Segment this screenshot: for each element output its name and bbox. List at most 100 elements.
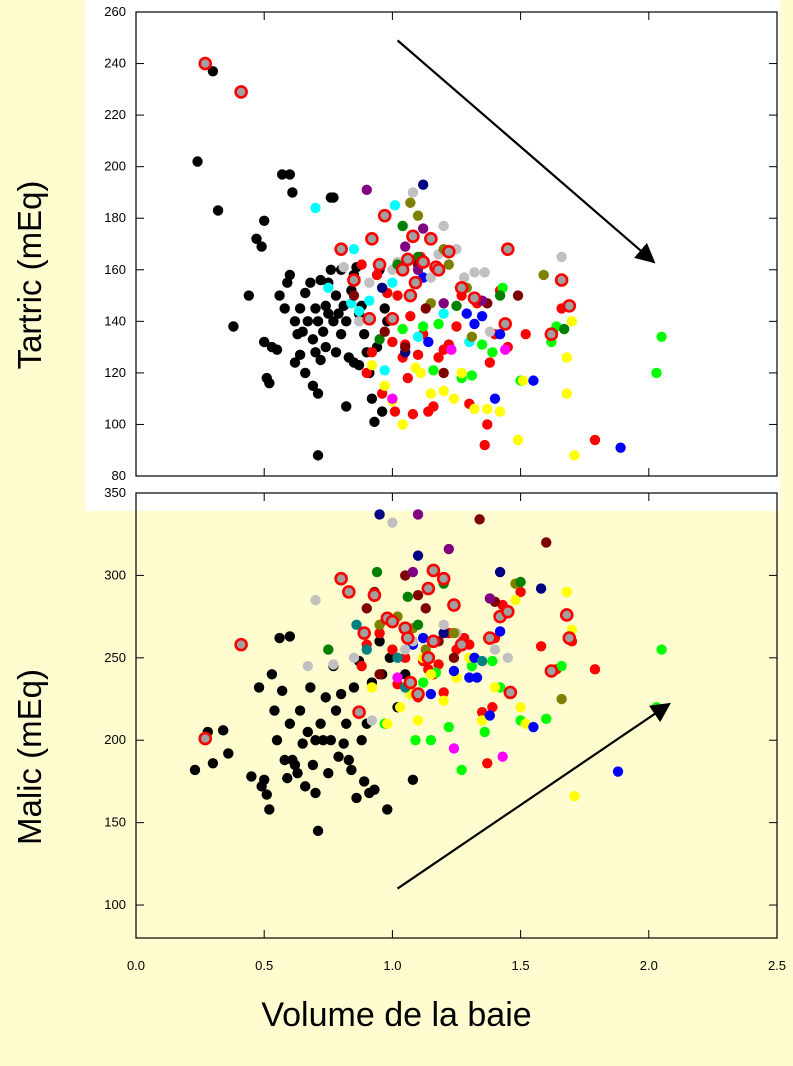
data-point — [356, 660, 367, 672]
data-point — [198, 56, 213, 71]
data-point — [282, 772, 293, 784]
data-point — [397, 220, 408, 232]
data-point — [410, 735, 421, 746]
data-point — [433, 352, 444, 363]
data-point — [212, 205, 224, 216]
data-point — [374, 669, 385, 680]
data-point — [271, 344, 283, 355]
data-point — [217, 725, 229, 736]
data-point — [259, 215, 270, 226]
data-point — [436, 571, 451, 586]
trend-arrow — [396, 702, 671, 890]
data-point — [476, 715, 488, 726]
y-tick-label: 260 — [104, 4, 126, 19]
data-point — [476, 339, 488, 350]
data-point — [494, 329, 506, 340]
data-point — [357, 626, 371, 640]
data-point — [403, 288, 418, 303]
data-point — [310, 347, 321, 358]
data-point — [412, 619, 424, 631]
data-point — [377, 208, 392, 223]
y-tick-label: 100 — [104, 416, 126, 431]
data-point — [256, 241, 267, 252]
data-point — [438, 695, 449, 706]
data-point — [294, 705, 306, 716]
data-point — [207, 758, 219, 769]
data-point — [561, 586, 572, 598]
data-point — [269, 705, 280, 716]
data-point — [448, 743, 460, 754]
data-point — [500, 242, 515, 256]
data-point — [487, 702, 498, 713]
data-point — [423, 336, 434, 348]
data-point — [517, 375, 529, 386]
data-point — [442, 244, 456, 259]
data-point — [562, 631, 577, 645]
data-point — [494, 406, 506, 417]
data-point — [479, 726, 490, 738]
x-tick-label: 2.0 — [640, 958, 658, 973]
data-point — [251, 233, 262, 245]
data-point — [366, 347, 378, 358]
data-point — [358, 329, 370, 340]
data-point — [403, 675, 418, 690]
data-point — [417, 632, 429, 644]
data-point — [612, 766, 624, 777]
data-point — [400, 341, 411, 353]
data-point — [510, 594, 521, 606]
data-point — [428, 365, 439, 376]
data-point — [338, 262, 349, 273]
x-tick-label: 0.5 — [255, 958, 273, 973]
data-point — [261, 789, 272, 800]
data-point — [279, 303, 290, 314]
data-point — [284, 718, 296, 729]
data-point — [438, 385, 449, 397]
data-point — [406, 229, 420, 244]
data-point — [589, 434, 601, 446]
data-point — [569, 450, 580, 461]
data-point — [366, 715, 378, 726]
data-point — [342, 585, 356, 599]
data-point — [400, 652, 411, 664]
data-point — [447, 598, 461, 612]
data-point — [484, 593, 496, 604]
data-point — [323, 308, 334, 319]
data-point — [325, 735, 337, 746]
data-point — [479, 439, 490, 451]
data-point — [464, 672, 475, 683]
data-point — [438, 298, 449, 309]
data-point — [364, 277, 375, 288]
data-point — [556, 660, 567, 672]
data-point — [498, 317, 513, 331]
data-point — [348, 243, 360, 255]
data-point — [561, 352, 572, 363]
data-point — [382, 718, 393, 729]
data-point — [330, 347, 342, 358]
data-point — [351, 792, 362, 804]
data-point — [469, 267, 480, 278]
data-point — [408, 275, 423, 290]
data-point — [362, 311, 377, 326]
data-point — [289, 357, 301, 368]
data-point — [407, 774, 419, 785]
data-point — [500, 344, 511, 355]
data-point — [328, 659, 339, 670]
data-point — [312, 450, 324, 461]
bottom-y-axis-label: Malic (mEq) — [11, 669, 48, 846]
data-point — [438, 687, 449, 698]
data-point — [351, 619, 362, 631]
data-point — [259, 336, 270, 348]
data-point — [446, 344, 457, 355]
data-point — [482, 419, 493, 430]
data-point — [379, 303, 390, 314]
data-point — [347, 273, 361, 287]
data-point — [310, 735, 321, 746]
x-tick-label: 1.5 — [512, 958, 530, 973]
data-point — [528, 721, 539, 733]
data-point — [412, 509, 424, 520]
data-point — [528, 375, 539, 386]
data-point — [379, 365, 390, 376]
data-point — [438, 220, 449, 232]
data-point — [392, 672, 403, 683]
data-point — [364, 295, 375, 306]
